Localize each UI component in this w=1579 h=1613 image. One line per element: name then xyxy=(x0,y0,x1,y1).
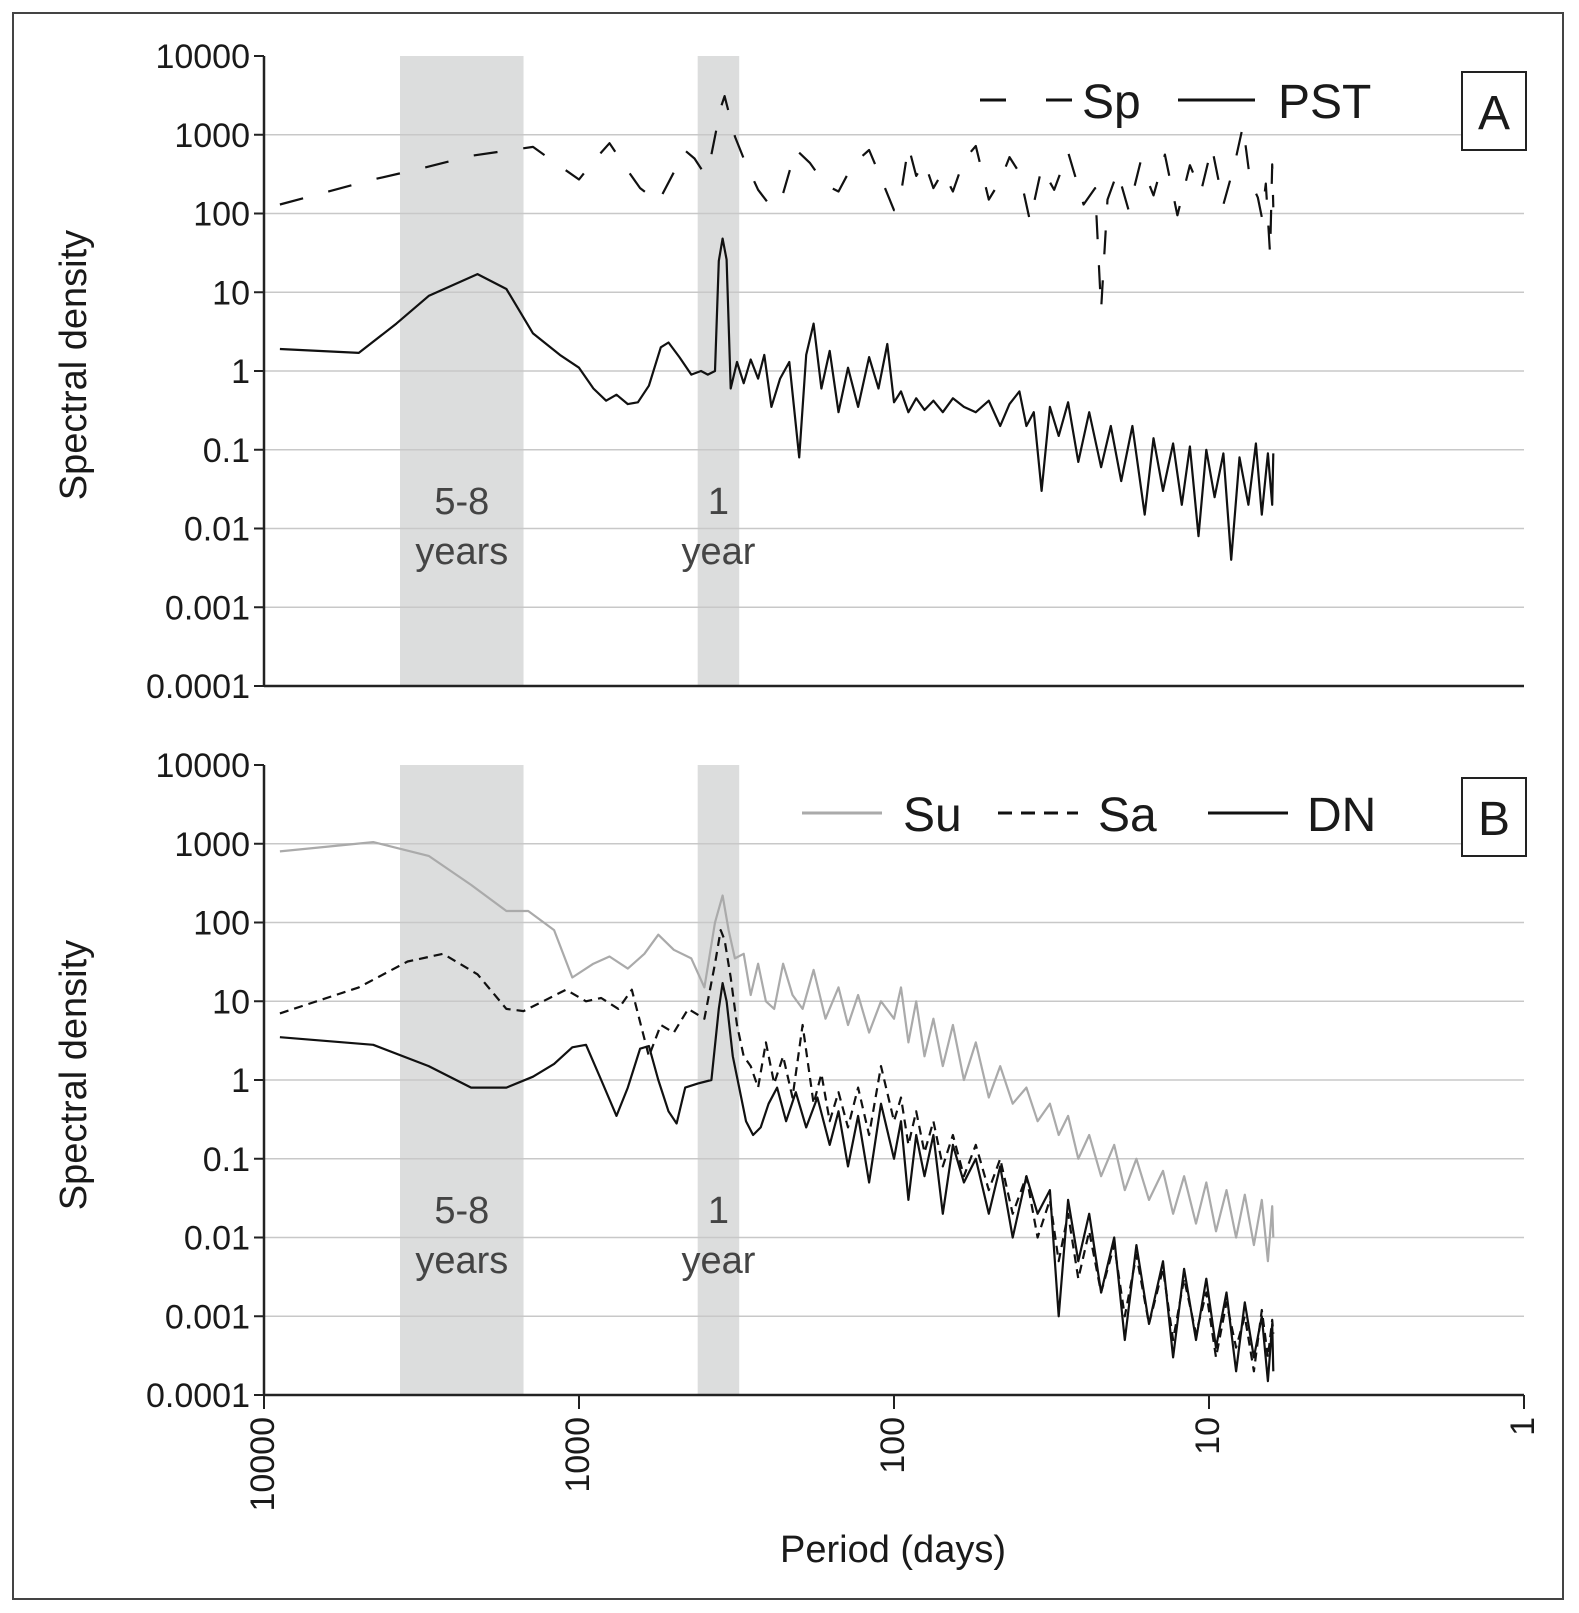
x-tick-label: 100 xyxy=(874,1417,912,1474)
band-label-line1: 5-8 xyxy=(434,1190,489,1232)
series-sp-line xyxy=(279,95,1275,311)
panel-b-axes xyxy=(254,764,1525,1409)
legend-dn-label: DN xyxy=(1307,789,1376,842)
band-label-line2: year xyxy=(681,531,755,573)
y-tick-label: 10000 xyxy=(155,38,250,76)
panel-b-legend: Su Sa DN xyxy=(802,789,1376,842)
y-tick-label: 0.001 xyxy=(165,589,250,627)
band-label-line1: 5-8 xyxy=(434,481,489,523)
band-label-line2: year xyxy=(681,1240,755,1282)
panel-a-legend: Sp PST xyxy=(980,76,1371,129)
legend-sa-label: Sa xyxy=(1098,789,1157,842)
x-tick-label: 10000 xyxy=(244,1417,282,1512)
panel-a-axes xyxy=(254,55,1524,688)
y-tick-label: 10 xyxy=(212,983,250,1021)
panel-a-y-axis-title: Spectral density xyxy=(53,230,95,500)
band-label-line2: years xyxy=(415,531,508,573)
band-label-line1: 1 xyxy=(708,1190,729,1232)
legend-sp-label: Sp xyxy=(1082,76,1141,129)
panel-b-letter: B xyxy=(1478,793,1510,846)
legend-pst-label: PST xyxy=(1278,76,1371,129)
panel-b-letter-box xyxy=(1461,777,1527,857)
panel-a-letter: A xyxy=(1478,87,1510,140)
panel-b-band-labels: 5-8 years 1 year xyxy=(415,1190,755,1282)
y-tick-label: 1000 xyxy=(174,117,250,155)
y-tick-label: 0.01 xyxy=(184,511,250,549)
panel-a-band-labels: 5-8 years 1 year xyxy=(415,481,755,573)
panel-a-y-tick-labels: 10000 1000 100 10 1 0.1 0.01 0.001 0.0001 xyxy=(146,38,250,706)
y-tick-label: 0.0001 xyxy=(146,1377,250,1415)
y-tick-label: 1 xyxy=(231,353,250,391)
panel-b-x-tick-labels: 10000 1000 100 10 1 xyxy=(244,1417,1542,1512)
y-tick-label: 0.01 xyxy=(184,1220,250,1258)
legend-su-label: Su xyxy=(903,789,962,842)
y-tick-label: 0.0001 xyxy=(146,668,250,706)
figure-frame xyxy=(12,12,1564,1600)
panel-a-series xyxy=(279,95,1275,561)
x-tick-label: 10 xyxy=(1189,1417,1227,1455)
series-su-line xyxy=(279,841,1275,1263)
series-dn-line xyxy=(279,982,1275,1383)
x-tick-label: 1 xyxy=(1504,1417,1542,1436)
x-axis-title: Period (days) xyxy=(780,1529,1006,1571)
panel-b: 5-8 years 1 year 10000 1000 100 10 1 0.1 0.01 0.00… xyxy=(53,747,1542,1571)
y-tick-label: 1000 xyxy=(174,826,250,864)
series-pst-line xyxy=(279,237,1275,561)
y-tick-label: 1 xyxy=(231,1062,250,1100)
panel-b-y-axis-title: Spectral density xyxy=(53,940,95,1210)
panel-a-gridlines xyxy=(264,134,1524,608)
band-label-line1: 1 xyxy=(708,481,729,523)
y-tick-label: 0.1 xyxy=(203,432,250,470)
panel-b-y-tick-labels: 10000 1000 100 10 1 0.1 0.01 0.001 0.0001 xyxy=(146,747,250,1415)
y-tick-label: 0.1 xyxy=(203,1141,250,1179)
y-tick-label: 10 xyxy=(212,274,250,312)
panel-a-letter-box xyxy=(1461,71,1527,151)
x-tick-label: 1000 xyxy=(559,1417,597,1493)
y-tick-label: 10000 xyxy=(155,747,250,785)
panel-b-series xyxy=(279,841,1275,1383)
panel-a: 5-8 years 1 year 10000 1000 100 10 1 0.1 0.01 0.00… xyxy=(53,38,1527,706)
y-tick-label: 100 xyxy=(193,196,250,234)
y-tick-label: 0.001 xyxy=(165,1298,250,1336)
band-label-line2: years xyxy=(415,1240,508,1282)
y-tick-label: 100 xyxy=(193,905,250,943)
